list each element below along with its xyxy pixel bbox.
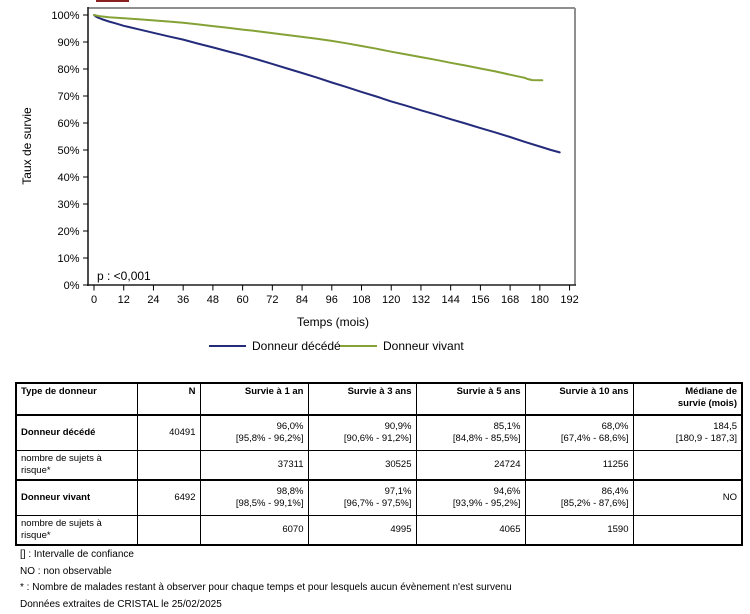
table-header-row: Type de donneur N Survie à 1 an Survie à 3 … bbox=[15, 382, 743, 416]
column-header-4: Survie à 5 ans bbox=[415, 382, 526, 416]
x-tick-label: 132 bbox=[412, 294, 430, 306]
y-tick-label: 0% bbox=[64, 280, 80, 292]
p-value-annotation: p : <0,001 bbox=[97, 269, 151, 283]
y-tick-label: 80% bbox=[57, 64, 79, 76]
cell-2: 4065 bbox=[415, 515, 526, 546]
legend-label-donneur-decede: Donneur décédé bbox=[252, 339, 341, 353]
x-tick-label: 96 bbox=[326, 294, 338, 306]
x-tick-label: 156 bbox=[471, 294, 489, 306]
cell-n: 40491 bbox=[136, 414, 201, 451]
row-label: nombre de sujets à risque* bbox=[15, 450, 138, 481]
column-header-2: Survie à 1 an bbox=[199, 382, 309, 416]
cell-4: 184,5 [180,9 - 187,3] bbox=[632, 414, 743, 451]
column-header-5: Survie à 10 ans bbox=[524, 382, 634, 416]
x-tick-label: 60 bbox=[236, 294, 248, 306]
cropped-title-fragment bbox=[96, 0, 129, 2]
row-label: nombre de sujets à risque* bbox=[15, 515, 138, 546]
row-label: Donneur décédé bbox=[15, 414, 138, 451]
cell-n bbox=[136, 515, 201, 546]
footnote-risk: * : Nombre de malades restant à observer… bbox=[20, 582, 512, 593]
cell-0: 6070 bbox=[199, 515, 309, 546]
curve-donneur-d-c-d- bbox=[93, 14, 561, 154]
table-row-1: nombre de sujets à risque* 37311 30525 2472… bbox=[15, 450, 743, 481]
column-header-0: Type de donneur bbox=[15, 382, 138, 416]
y-tick-label: 50% bbox=[57, 145, 79, 157]
cell-3: 68,0% [67,4% - 68,6%] bbox=[524, 414, 634, 451]
footnote-data-source: Données extraites de CRISTAL le 25/02/20… bbox=[20, 598, 222, 610]
x-tick-label: 168 bbox=[501, 294, 519, 306]
y-tick-label: 90% bbox=[57, 37, 79, 49]
cell-1: 30525 bbox=[307, 450, 417, 481]
x-tick-label: 180 bbox=[531, 294, 549, 306]
x-tick-label: 144 bbox=[441, 294, 459, 306]
cell-4 bbox=[632, 515, 743, 546]
cell-0: 98,8% [98,5% - 99,1%] bbox=[199, 479, 309, 516]
footnote-confidence-interval: [] : Intervalle de confiance bbox=[20, 549, 134, 560]
cell-1: 90,9% [90,6% - 91,2%] bbox=[307, 414, 417, 451]
y-tick-label: 100% bbox=[51, 10, 79, 22]
y-tick-label: 30% bbox=[57, 199, 79, 211]
y-tick-label: 40% bbox=[57, 172, 79, 184]
x-tick-label: 12 bbox=[118, 294, 130, 306]
column-header-3: Survie à 3 ans bbox=[307, 382, 417, 416]
x-tick-label: 24 bbox=[147, 294, 159, 306]
table-row-3: nombre de sujets à risque* 6070 4995 4065 15… bbox=[15, 515, 743, 546]
survival-chart-svg: 0% 10% 20% 30% 40% 50% 60% 70% 80% 90% 100% 0 12 24 3… bbox=[20, 7, 579, 353]
x-tick-label: 36 bbox=[177, 294, 189, 306]
cell-1: 97,1% [96,7% - 97,5%] bbox=[307, 479, 417, 516]
y-tick-label: 10% bbox=[57, 253, 79, 265]
column-header-1: N bbox=[136, 382, 201, 416]
cell-n: 6492 bbox=[136, 479, 201, 516]
cell-0: 96,0% [95,8% - 96,2%] bbox=[199, 414, 309, 451]
x-tick-label: 108 bbox=[352, 294, 370, 306]
legend-label-donneur-vivant: Donneur vivant bbox=[383, 339, 464, 353]
survival-chart: 0% 10% 20% 30% 40% 50% 60% 70% 80% 90% 100% 0 12 24 3… bbox=[20, 7, 579, 353]
y-axis-ticks: 0% 10% 20% 30% 40% 50% 60% 70% 80% 90% 100% bbox=[51, 10, 88, 292]
x-axis-ticks: 0 12 24 36 48 60 72 84 96 108 120 132 144 156 168 180 19… bbox=[91, 285, 579, 306]
cell-3: 11256 bbox=[524, 450, 634, 481]
cell-2: 94,6% [93,9% - 95,2%] bbox=[415, 479, 526, 516]
footnote-no: NO : non observable bbox=[20, 565, 112, 577]
survival-curves bbox=[93, 14, 561, 154]
x-tick-label: 72 bbox=[266, 294, 278, 306]
column-header-6: Médiane de survie (mois) bbox=[632, 382, 743, 416]
x-tick-label: 0 bbox=[91, 294, 97, 306]
x-tick-label: 48 bbox=[207, 294, 219, 306]
table-row-2: Donneur vivant 6492 98,8% [98,5% - 99,1%] 97… bbox=[15, 479, 743, 516]
cell-n bbox=[136, 450, 201, 481]
cell-1: 4995 bbox=[307, 515, 417, 546]
x-axis-label: Temps (mois) bbox=[297, 315, 369, 329]
curve-donneur-vivant bbox=[93, 14, 544, 82]
cell-2: 85,1% [84,8% - 85,5%] bbox=[415, 414, 526, 451]
y-tick-label: 60% bbox=[57, 118, 79, 130]
cell-4: NO bbox=[632, 479, 743, 516]
legend: Donneur décédé Donneur vivant bbox=[209, 339, 464, 353]
survival-table: Type de donneur N Survie à 1 an Survie à 3 … bbox=[15, 382, 743, 546]
y-axis-label: Taux de survie bbox=[20, 107, 34, 185]
cell-3: 86,4% [85,2% - 87,6%] bbox=[524, 479, 634, 516]
row-label: Donneur vivant bbox=[15, 479, 138, 516]
y-tick-label: 20% bbox=[57, 226, 79, 238]
y-tick-label: 70% bbox=[57, 91, 79, 103]
x-tick-label: 84 bbox=[296, 294, 308, 306]
cell-4 bbox=[632, 450, 743, 481]
survival-table-wrap: Type de donneur N Survie à 1 an Survie à 3 … bbox=[15, 382, 743, 546]
cell-3: 1590 bbox=[524, 515, 634, 546]
x-tick-label: 192 bbox=[560, 294, 578, 306]
x-tick-label: 120 bbox=[382, 294, 400, 306]
cell-2: 24724 bbox=[415, 450, 526, 481]
footnotes: [] : Intervalle de confiance NO : non ob… bbox=[20, 547, 512, 613]
cell-0: 37311 bbox=[199, 450, 309, 481]
table-row-0: Donneur décédé 40491 96,0% [95,8% - 96,2%] 9… bbox=[15, 414, 743, 451]
